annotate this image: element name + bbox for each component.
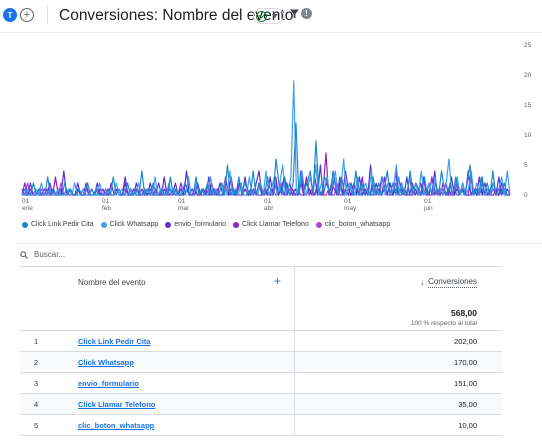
page-title: Conversiones: Nombre del evento bbox=[59, 7, 294, 24]
table-header: Nombre del evento + ↓ Conversiones 568,0… bbox=[20, 267, 502, 331]
table-row: 5 clic_boton_whatsapp 10,00 bbox=[20, 415, 502, 436]
event-name-link[interactable]: clic_boton_whatsapp bbox=[78, 421, 155, 430]
legend-label: envio_formulario bbox=[174, 221, 227, 228]
x-tick-month: abr bbox=[264, 205, 274, 212]
conversions-value: 170,00 bbox=[454, 358, 477, 367]
row-index: 2 bbox=[34, 358, 39, 367]
conversions-value: 35,00 bbox=[458, 400, 477, 409]
event-name-link[interactable]: Click Link Pedir Cita bbox=[78, 337, 151, 346]
section-divider bbox=[16, 243, 542, 244]
x-tick-day: 01 bbox=[102, 198, 110, 205]
legend-item[interactable]: Click Link Pedir Cita bbox=[22, 221, 94, 228]
x-tick-month: may bbox=[344, 205, 357, 212]
x-tick-month: jun bbox=[423, 205, 433, 212]
legend-label: Click Whatsapp bbox=[109, 221, 159, 228]
chart-legend: Click Link Pedir Cita Click Whatsapp envio… bbox=[22, 221, 397, 228]
row-index: 3 bbox=[34, 379, 39, 388]
event-name-link[interactable]: Click Llamar Telefono bbox=[78, 400, 156, 409]
y-tick-label: 5 bbox=[524, 162, 528, 169]
legend-dot-icon bbox=[100, 221, 107, 228]
legend-label: Click Link Pedir Cita bbox=[31, 221, 94, 228]
x-tick-month: feb bbox=[102, 205, 111, 212]
y-tick-label: 20 bbox=[524, 72, 532, 79]
table-row: 2 Click Whatsapp 170,00 bbox=[20, 352, 502, 373]
check-circle-icon bbox=[256, 10, 267, 22]
x-tick-day: 01 bbox=[344, 198, 352, 205]
search-input[interactable] bbox=[34, 250, 154, 259]
table-body: 1 Click Link Pedir Cita 202,00 2 Click Whats… bbox=[20, 331, 502, 436]
legend-item[interactable]: clic_boton_whatsapp bbox=[315, 221, 391, 228]
column-header-conversions[interactable]: ↓ Conversiones bbox=[420, 277, 477, 288]
y-tick-label: 25 bbox=[524, 42, 532, 49]
conversions-value: 10,00 bbox=[458, 421, 477, 430]
info-icon[interactable]: ! bbox=[301, 8, 312, 19]
events-table: Nombre del evento + ↓ Conversiones 568,0… bbox=[20, 266, 502, 436]
row-index: 1 bbox=[34, 337, 39, 346]
row-index: 5 bbox=[34, 421, 39, 430]
add-comparison-button[interactable]: + bbox=[20, 8, 34, 22]
total-percent: 100 % respecto al total bbox=[410, 320, 477, 327]
row-index: 4 bbox=[34, 400, 39, 409]
column-divider bbox=[294, 394, 295, 414]
column-divider bbox=[294, 352, 295, 372]
series-line-1 bbox=[22, 80, 511, 196]
column-header-event-name[interactable]: Nombre del evento bbox=[78, 278, 146, 287]
add-dimension-button[interactable]: + bbox=[274, 274, 282, 288]
table-row: 1 Click Link Pedir Cita 202,00 bbox=[20, 331, 502, 352]
y-tick-label: 10 bbox=[524, 132, 532, 139]
column-divider bbox=[294, 267, 295, 330]
table-row: 4 Click Llamar Telefono 35,00 bbox=[20, 394, 502, 415]
avatar[interactable]: T bbox=[3, 8, 17, 22]
x-tick-day: 01 bbox=[178, 198, 186, 205]
legend-item[interactable]: envio_formulario bbox=[165, 221, 226, 228]
legend-label: Click Llamar Telefono bbox=[242, 221, 309, 228]
column-divider bbox=[294, 415, 295, 435]
legend-dot-icon bbox=[165, 221, 172, 228]
header-divider-line bbox=[0, 32, 542, 33]
legend-dot-icon bbox=[22, 221, 28, 228]
y-tick-label: 0 bbox=[524, 192, 528, 199]
column-header-conversions-label: Conversiones bbox=[428, 277, 477, 288]
status-dropdown[interactable] bbox=[253, 8, 284, 24]
conversions-chart: 0 5 10 15 20 25 01 ene 01 feb 01 mar 01 abr 01 may 01 jun bbox=[0, 33, 542, 213]
chevron-down-icon bbox=[272, 14, 278, 18]
column-divider bbox=[294, 331, 295, 351]
filter-icon[interactable] bbox=[290, 9, 299, 19]
legend-item[interactable]: Click Whatsapp bbox=[100, 221, 159, 228]
search-icon bbox=[20, 250, 28, 259]
legend-item[interactable]: Click Llamar Telefono bbox=[233, 221, 309, 228]
x-tick-day: 01 bbox=[424, 198, 432, 205]
sort-arrow-icon: ↓ bbox=[420, 278, 425, 287]
legend-dot-icon bbox=[233, 221, 240, 228]
header-divider bbox=[47, 6, 48, 24]
x-tick-month: mar bbox=[178, 205, 190, 212]
x-tick-month: ene bbox=[22, 205, 33, 212]
column-divider bbox=[294, 373, 295, 393]
x-tick-day: 01 bbox=[264, 198, 272, 205]
legend-label: clic_boton_whatsapp bbox=[324, 221, 391, 228]
event-name-link[interactable]: Click Whatsapp bbox=[78, 358, 134, 367]
series-line-0 bbox=[21, 122, 510, 196]
event-name-link[interactable]: envio_formulario bbox=[78, 379, 139, 388]
total-value: 568,00 bbox=[451, 308, 477, 318]
conversions-value: 151,00 bbox=[454, 379, 477, 388]
x-tick-day: 01 bbox=[22, 198, 30, 205]
report-header: T + Conversiones: Nombre del evento ! bbox=[0, 0, 542, 32]
y-tick-label: 15 bbox=[524, 102, 532, 109]
search-bar bbox=[20, 250, 154, 259]
conversions-value: 202,00 bbox=[454, 337, 477, 346]
table-row: 3 envio_formulario 151,00 bbox=[20, 373, 502, 394]
legend-dot-icon bbox=[315, 221, 322, 228]
